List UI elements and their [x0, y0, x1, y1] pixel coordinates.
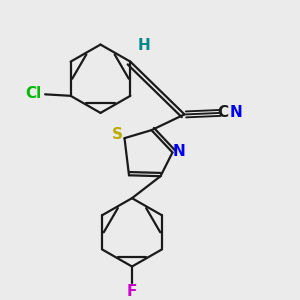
Text: N: N — [173, 144, 185, 159]
Text: H: H — [137, 38, 150, 53]
Text: C: C — [217, 104, 228, 119]
Text: S: S — [112, 127, 122, 142]
Text: F: F — [127, 284, 137, 299]
Text: N: N — [230, 104, 243, 119]
Text: Cl: Cl — [26, 86, 42, 101]
